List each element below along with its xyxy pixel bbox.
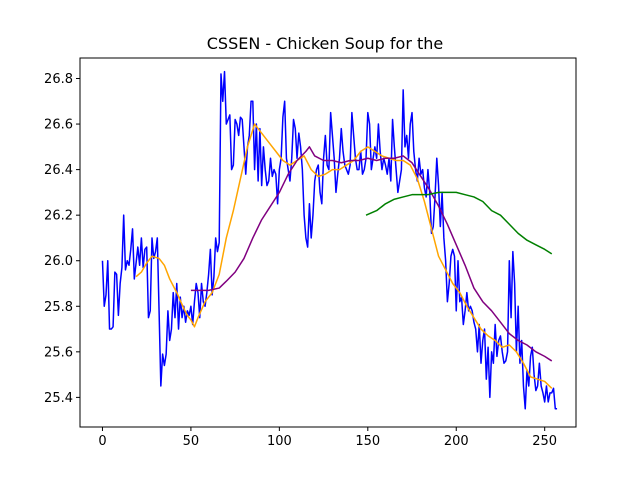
series-line-1 <box>101 70 558 410</box>
x-tick-label: 250 <box>532 434 557 449</box>
y-tick-label: 25.6 <box>44 345 73 360</box>
series-layer <box>101 70 558 410</box>
x-tick-label: 200 <box>444 434 469 449</box>
x-tick-label: 100 <box>267 434 292 449</box>
x-tick-label: 50 <box>183 434 200 449</box>
series-line-2 <box>135 123 553 389</box>
y-tick-label: 26.0 <box>44 254 73 269</box>
y-axis: 25.4 25.6 25.8 26.0 26.2 26.4 26.6 26.8 <box>44 72 80 406</box>
x-axis: 0 50 100 150 200 250 <box>98 427 557 449</box>
y-tick-label: 26.6 <box>44 118 73 133</box>
series-line-3 <box>190 146 553 362</box>
y-tick-label: 25.4 <box>44 391 73 406</box>
y-tick-label: 26.2 <box>44 209 73 224</box>
chart-title: CSSEN - Chicken Soup for the <box>207 34 444 53</box>
x-tick-label: 150 <box>355 434 380 449</box>
plot-area-frame <box>79 57 577 428</box>
y-tick-label: 26.4 <box>44 163 73 178</box>
x-tick-label: 0 <box>98 434 106 449</box>
series-line-4 <box>365 191 553 255</box>
y-tick-label: 25.8 <box>44 300 73 315</box>
y-tick-label: 26.8 <box>44 72 73 87</box>
